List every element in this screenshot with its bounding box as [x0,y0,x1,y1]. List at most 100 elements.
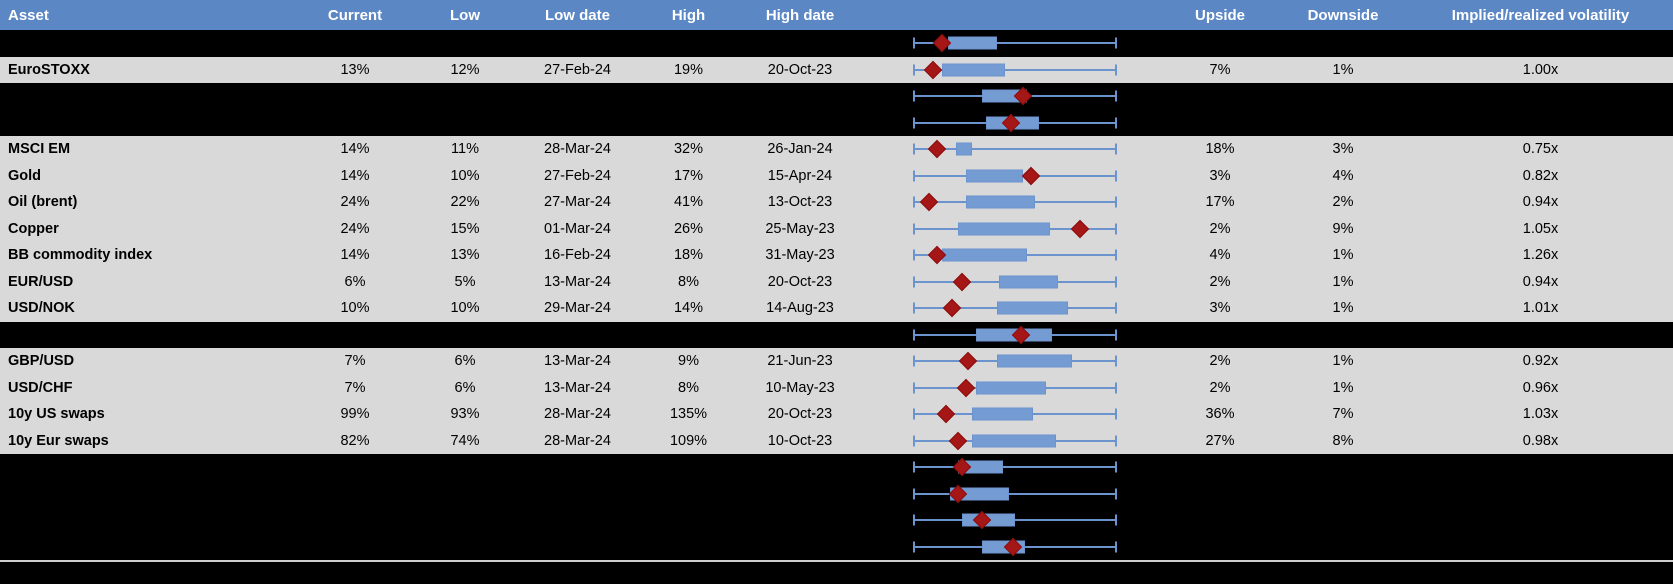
low-date: 29-Mar-24 [544,300,611,317]
low-value: 12% [450,61,480,78]
asset-name: GBP/USD [8,353,75,370]
iqr-box [996,354,1073,368]
whisker-line [913,68,1117,71]
boxplot [913,136,1117,163]
downside-value: 1% [1332,379,1354,396]
low-value: 10% [450,300,480,317]
header-low: Low [450,6,480,24]
upside-value: 7% [1209,61,1231,78]
downside-value: 7% [1332,406,1354,423]
whisker-cap-right [1115,488,1117,500]
upside-value: 36% [1205,406,1235,423]
boxplot [913,322,1117,349]
high-value: 8% [678,273,699,290]
asset-name: Gold [8,167,42,184]
whisker-cap-right [1115,143,1117,155]
gap-row [0,480,1673,507]
iqr-box [998,275,1058,289]
high-value: 8% [678,379,699,396]
upside-value: 2% [1209,273,1231,290]
low-value: 22% [450,194,480,211]
asset-name: EuroSTOXX [8,61,90,78]
low-date: 27-Mar-24 [544,194,611,211]
current-value: 99% [340,406,370,423]
gap-row [0,533,1673,560]
current-diamond-marker [936,405,955,424]
low-date: 13-Mar-24 [544,353,611,370]
upside-value: 27% [1205,432,1235,449]
asset-name: MSCI EM [8,141,71,158]
downside-value: 1% [1332,300,1354,317]
low-date: 01-Mar-24 [544,220,611,237]
high-value: 26% [673,220,704,237]
current-diamond-marker [948,431,968,450]
whisker-cap-right [1115,196,1117,208]
iqr-box [941,63,1005,77]
whisker-cap-left [913,302,915,314]
whisker-cap-left [913,223,915,235]
whisker-line [913,466,1117,469]
low-date: 28-Mar-24 [544,141,611,158]
whisker-cap-left [913,249,915,261]
boxplot [913,216,1117,243]
downside-value: 1% [1332,247,1354,264]
table-row-10y-eur-swaps: 10y Eur swaps 82% 74% 28-Mar-24 109% 10-… [0,427,1673,455]
asset-name: 10y US swaps [8,406,105,423]
header-upside: Upside [1194,6,1245,24]
high-value: 19% [673,61,704,78]
upside-value: 2% [1209,353,1231,370]
boxplot [913,375,1117,402]
iqr-box [947,36,997,50]
table-row-oil-brent: Oil (brent) 24% 22% 27-Mar-24 41% 13-Oct… [0,189,1673,216]
table-row-msci-em: MSCI EM 14% 11% 28-Mar-24 32% 26-Jan-24 … [0,136,1673,163]
low-value: 74% [450,432,480,449]
current-diamond-marker [952,272,972,291]
high-date: 20-Oct-23 [767,61,833,78]
whisker-line [913,492,1117,495]
whisker-cap-right [1115,329,1117,341]
whisker-cap-left [913,355,915,367]
low-date: 28-Mar-24 [544,406,611,423]
iqr-box [972,407,1034,421]
asset-name: EUR/USD [8,273,74,290]
downside-value: 9% [1332,220,1354,237]
implied-realized-vol-value: 0.98x [1522,432,1559,449]
current-value: 6% [344,273,366,290]
implied-realized-vol-value: 1.03x [1522,406,1559,423]
bottom-divider-line [0,560,1673,562]
whisker-cap-left [913,90,915,102]
whisker-cap-right [1115,117,1117,129]
high-date: 13-Oct-23 [767,194,833,211]
whisker-cap-right [1115,435,1117,447]
downside-value: 1% [1332,273,1354,290]
boxplot [913,428,1117,455]
current-value: 7% [344,379,366,396]
boxplot [913,57,1117,84]
whisker-cap-left [913,64,915,76]
upside-value: 17% [1205,194,1235,211]
header-high: High [671,6,706,24]
low-value: 5% [454,273,476,290]
boxplot [913,163,1117,190]
whisker-cap-right [1115,514,1117,526]
boxplot [913,295,1117,322]
current-value: 14% [340,167,370,184]
whisker-cap-left [913,382,915,394]
whisker-cap-right [1115,408,1117,420]
current-value: 82% [340,432,370,449]
current-value: 10% [340,300,370,317]
whisker-cap-left [913,170,915,182]
whisker-cap-right [1115,170,1117,182]
asset-name: Oil (brent) [8,194,78,211]
whisker-line [913,42,1117,45]
table-row-usd-nok: USD/NOK 10% 10% 29-Mar-24 14% 14-Aug-23 … [0,295,1673,322]
whisker-line [913,519,1117,522]
low-value: 13% [450,247,480,264]
boxplot [913,110,1117,137]
high-value: 109% [669,432,708,449]
asset-name: 10y Eur swaps [8,432,109,449]
high-date: 10-Oct-23 [767,432,833,449]
iqr-box [955,142,973,156]
current-value: 13% [340,61,370,78]
